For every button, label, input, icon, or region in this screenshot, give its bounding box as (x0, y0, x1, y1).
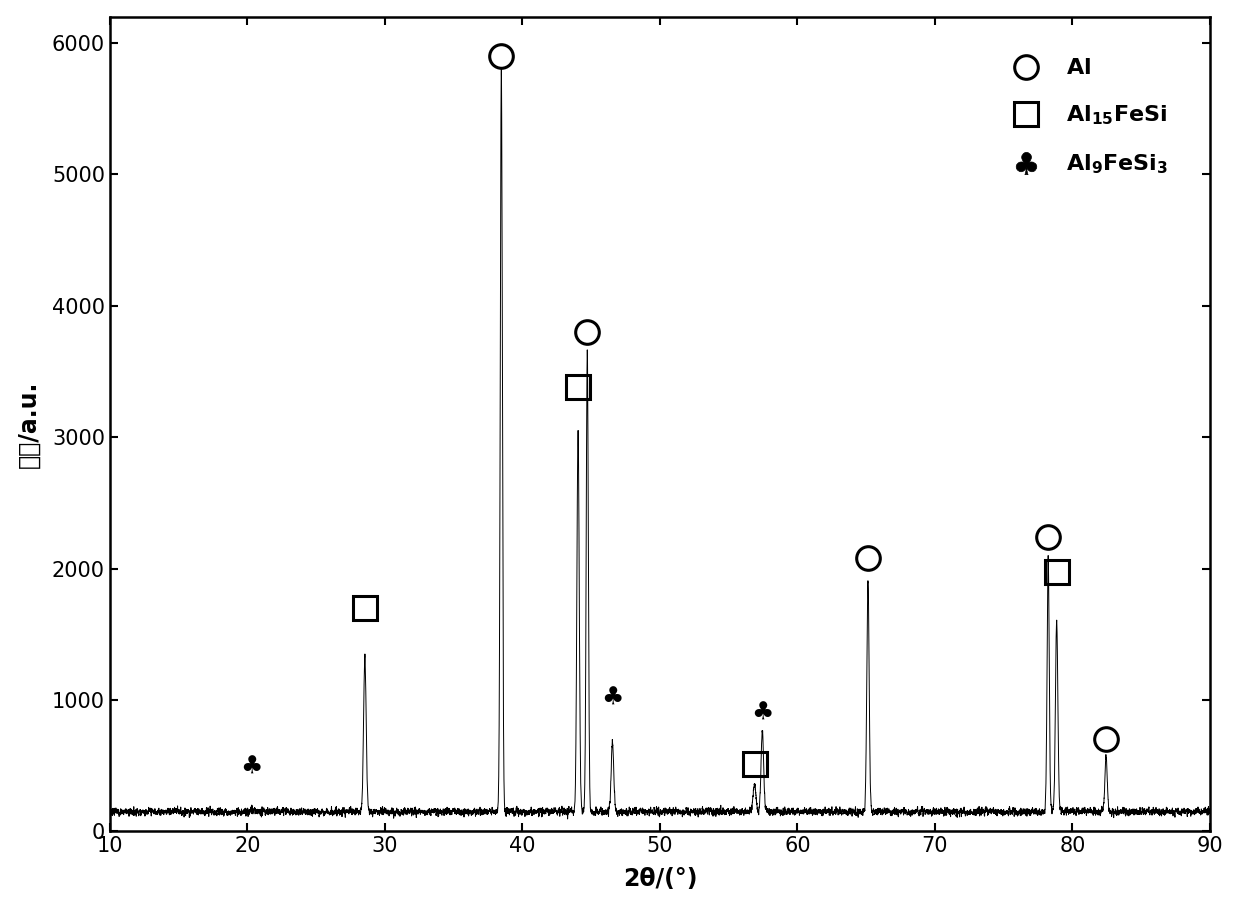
X-axis label: 2θ/(°): 2θ/(°) (622, 867, 697, 892)
Text: ♣: ♣ (751, 701, 774, 725)
Text: ♣: ♣ (601, 686, 624, 709)
Text: ♣: ♣ (241, 755, 263, 779)
Legend: $\mathbf{Al}$, $\mathbf{Al_{15}FeSi}$, $\mathbf{Al_9FeSi_3}$: $\mathbf{Al}$, $\mathbf{Al_{15}FeSi}$, $… (978, 27, 1199, 207)
Y-axis label: 强度/a.u.: 强度/a.u. (16, 380, 41, 468)
